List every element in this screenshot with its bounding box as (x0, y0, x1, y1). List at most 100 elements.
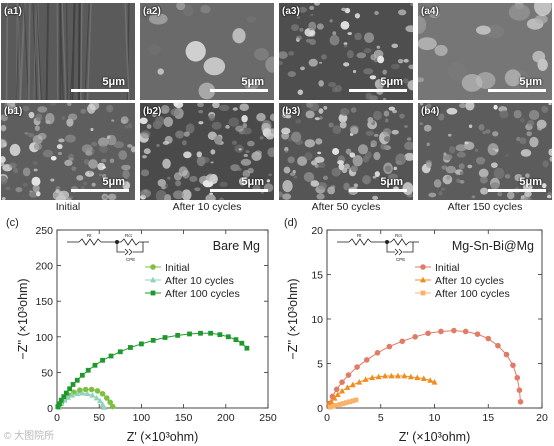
data-point (99, 390, 106, 397)
x-tick-label: 0 (324, 412, 330, 424)
caption-after-150-cycles: After 150 cycles (447, 201, 523, 213)
data-point (347, 399, 352, 405)
sem-micrograph (1, 103, 135, 200)
scale-bar (210, 189, 268, 192)
data-point (331, 403, 336, 409)
data-point (82, 386, 89, 393)
y-tick-label: 0 (47, 403, 53, 415)
data-point (92, 362, 98, 368)
y-tick-label: 0 (317, 403, 323, 415)
data-point (58, 397, 64, 403)
caption-after-10-cycles: After 10 cycles (172, 201, 242, 213)
y-axis-label: −Z'' (×10³ohm) (16, 278, 30, 359)
scale-bar-label: 5μm (519, 176, 542, 188)
legend-label: After 10 cycles (435, 275, 504, 287)
scale-bar (71, 89, 129, 92)
data-point (55, 404, 61, 409)
legend-label: After 100 cycles (435, 288, 510, 300)
data-point (109, 403, 116, 410)
data-point (516, 387, 523, 394)
chart-title: Mg-Sn-Bi@Mg (452, 239, 534, 253)
legend-label: After 10 cycles (165, 275, 234, 287)
data-point (412, 334, 418, 340)
data-point (349, 381, 356, 388)
data-point (239, 340, 245, 346)
x-tick-label: 50 (93, 412, 105, 424)
data-point (337, 402, 343, 407)
data-point (495, 342, 501, 349)
plot-frame (56, 229, 269, 409)
data-point (79, 372, 85, 378)
y-tick-label: 250 (35, 225, 53, 237)
data-point (344, 384, 351, 390)
data-point (85, 367, 91, 373)
data-point (427, 377, 434, 383)
data-point (225, 334, 231, 340)
sem-micrograph (418, 103, 552, 200)
scale-bar-label: 5μm (380, 76, 403, 88)
resistor-icon (348, 238, 372, 246)
tile-label: (a4) (421, 6, 439, 17)
x-axis-label: Z' (×10³ohm) (399, 430, 471, 444)
data-point (128, 345, 133, 350)
data-point (139, 341, 144, 347)
data-point (438, 328, 444, 335)
data-point (107, 399, 113, 406)
data-point (401, 372, 408, 379)
data-point (162, 335, 168, 340)
legend-marker (420, 290, 426, 296)
data-point (451, 327, 457, 334)
scale-bar-label: 5μm (102, 176, 125, 188)
data-point (233, 337, 239, 343)
data-point (84, 390, 91, 397)
tile-label: (a3) (282, 6, 300, 17)
resistor-icon (78, 238, 102, 246)
legend-marker (150, 290, 156, 296)
data-point (61, 394, 67, 400)
data-point (339, 379, 345, 385)
data-point (79, 389, 86, 396)
data-point (374, 350, 381, 356)
data-point (339, 387, 346, 394)
data-point (394, 372, 401, 379)
data-point (93, 394, 100, 401)
data-point (94, 388, 101, 394)
data-point (108, 353, 114, 359)
data-point (57, 401, 62, 407)
caption-initial: Initial (55, 201, 81, 213)
x-tick-label: 150 (175, 412, 193, 424)
data-point (340, 401, 346, 406)
scale-bar (71, 189, 129, 192)
y-tick-label: 5 (317, 359, 323, 371)
y-tick-label: 15 (311, 270, 323, 282)
tile-label: (b4) (421, 106, 440, 117)
sem-tile-b1: (b1) 5μm (1, 103, 135, 200)
sem-micrograph (140, 103, 274, 200)
data-point (510, 362, 516, 369)
sem-micrograph (1, 3, 135, 100)
panel-label: (c) (6, 217, 19, 229)
data-point (334, 402, 340, 408)
data-point (88, 386, 95, 393)
x-tick-label: 15 (482, 412, 494, 424)
data-point (353, 397, 359, 403)
data-point (70, 382, 76, 387)
x-axis-label: Z' (×10³ohm) (127, 430, 199, 444)
legend-marker (150, 264, 156, 270)
tile-label: (a1) (4, 6, 22, 17)
scale-bar-label: 5μm (102, 76, 125, 88)
resistor-icon (120, 238, 140, 246)
panel-label: (d) (284, 217, 297, 229)
sem-micrograph (418, 3, 552, 100)
data-point (425, 330, 431, 337)
data-point (431, 378, 438, 385)
circuit-wire (386, 242, 395, 253)
data-point (64, 394, 71, 400)
sem-micrograph (279, 103, 413, 200)
legend-marker (150, 276, 156, 283)
data-point (420, 375, 427, 382)
legend-label: After 100 cycles (165, 288, 240, 300)
data-point (175, 332, 181, 338)
y-tick-label: 50 (41, 367, 53, 379)
